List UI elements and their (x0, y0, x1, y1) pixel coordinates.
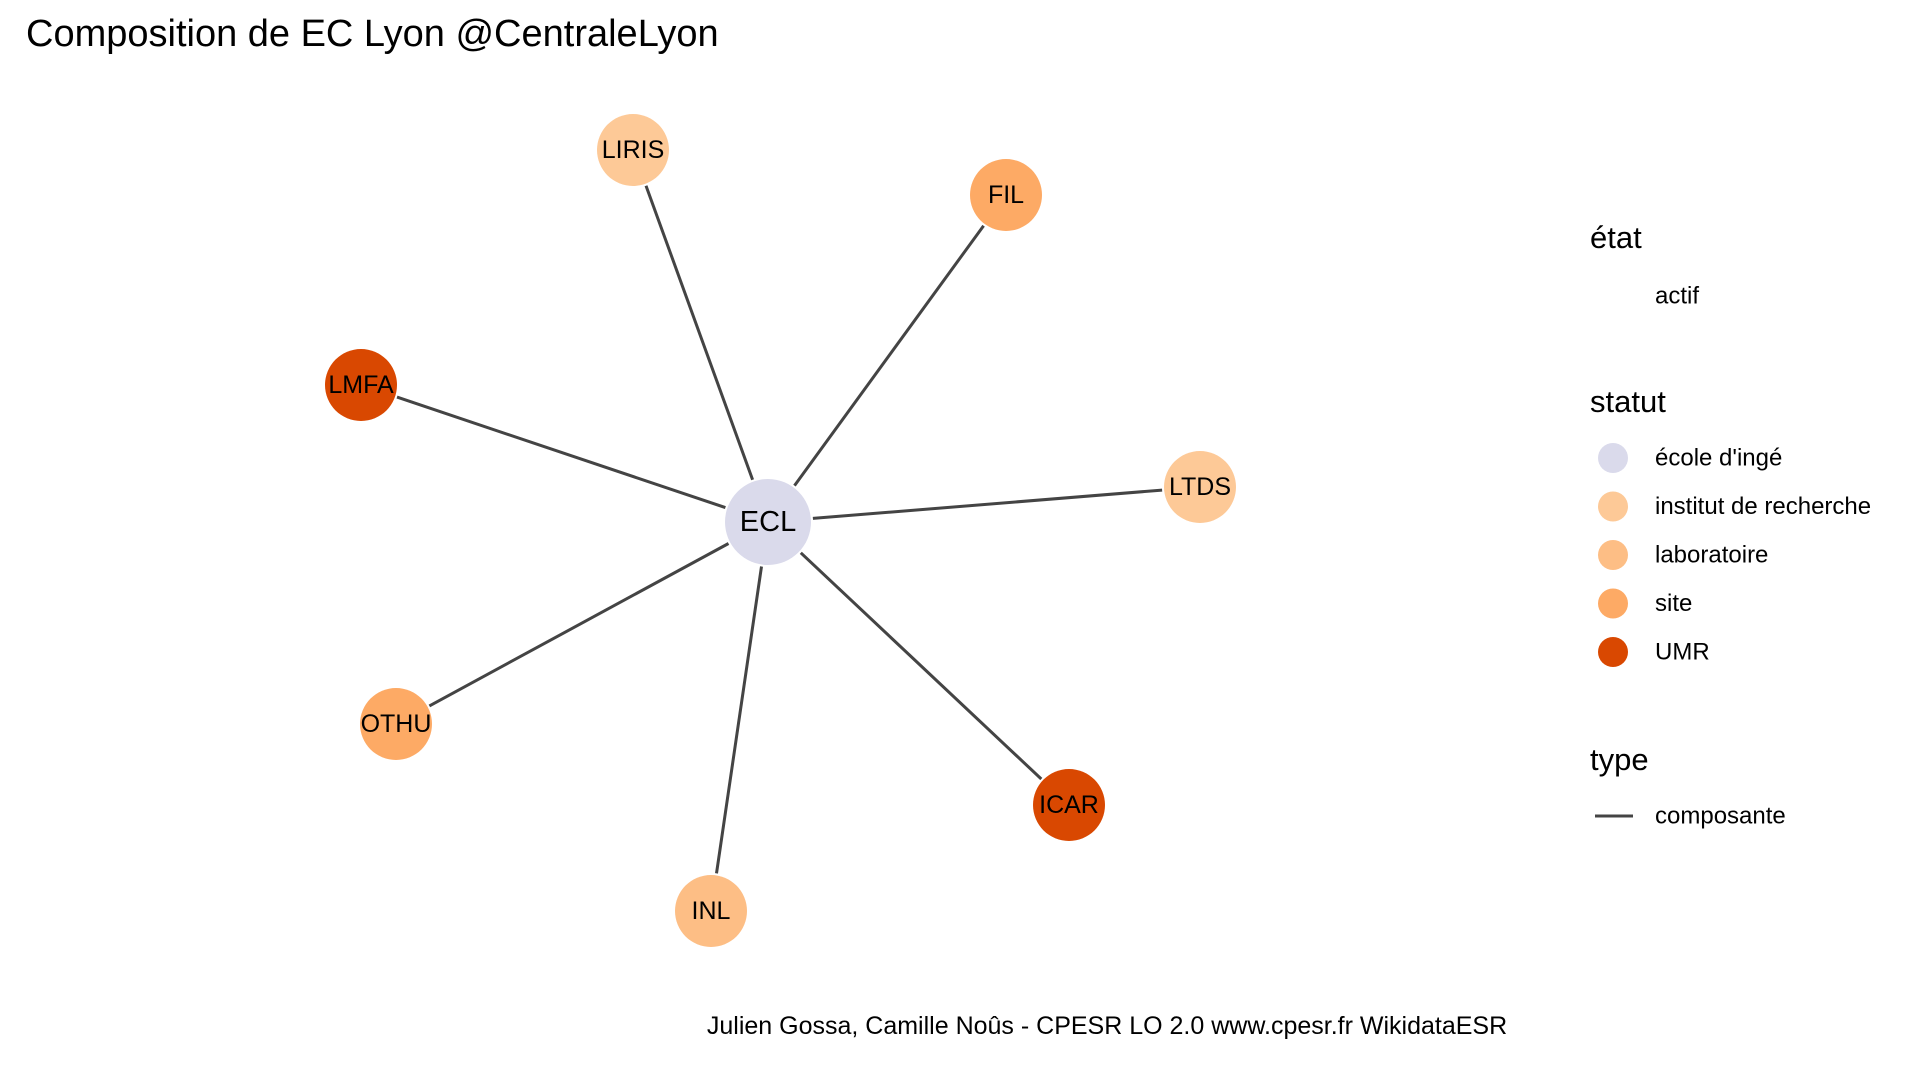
edge-ecl-icar (799, 551, 1043, 781)
node-ltds: LTDS (1164, 451, 1236, 523)
node-inl: INL (675, 875, 747, 947)
diagram-title: Composition de EC Lyon @CentraleLyon (26, 13, 719, 55)
legend-statut-swatch-site (1598, 588, 1628, 619)
node-ecl: ECL (725, 479, 811, 565)
legend-statut-swatch-institut-de-recherche (1598, 491, 1628, 522)
legend-statut-swatch--cole-d-ing- (1598, 443, 1628, 473)
node-circle-liris (597, 114, 669, 186)
caption: Julien Gossa, Camille Noûs - CPESR LO 2.… (707, 1012, 1507, 1040)
legend-statut-label-laboratoire: laboratoire (1655, 542, 1768, 569)
legend-etat: état actif (1590, 220, 1699, 310)
node-circle-ltds (1164, 451, 1236, 523)
node-label-ltds: LTDS (1169, 473, 1231, 501)
edge-ecl-ltds (812, 488, 1163, 520)
legend-statut-title: statut (1590, 384, 1666, 419)
node-label-lmfa: LMFA (328, 371, 394, 399)
node-lmfa: LMFA (325, 349, 397, 421)
node-label-icar: ICAR (1039, 791, 1099, 819)
node-label-othu: OTHU (361, 710, 432, 738)
node-circle-icar (1033, 769, 1105, 841)
legend-statut: statut école d'ingé institut de recherche… (1590, 384, 1871, 667)
node-circle-inl (675, 875, 747, 947)
legend-etat-title: état (1590, 220, 1642, 255)
node-othu: OTHU (360, 688, 432, 760)
node-label-liris: LIRIS (602, 136, 665, 164)
legend-statut-swatch-umr (1598, 637, 1628, 667)
node-circle-ecl (725, 479, 811, 565)
node-liris: LIRIS (597, 114, 669, 186)
legend-statut-label-umr: UMR (1655, 639, 1710, 666)
node-label-inl: INL (692, 897, 731, 925)
node-circle-fil (970, 159, 1042, 231)
node-fil: FIL (970, 159, 1042, 231)
node-label-fil: FIL (988, 181, 1024, 209)
node-circle-lmfa (325, 349, 397, 421)
edge-ecl-othu (428, 542, 730, 708)
nodes-layer: ECL LIRIS FIL LMFA LTDS OTHU ICAR INL (325, 114, 1236, 947)
node-icar: ICAR (1033, 769, 1105, 841)
node-circle-othu (360, 688, 432, 760)
legend-statut-swatch-laboratoire (1598, 540, 1628, 570)
edge-ecl-fil (793, 224, 985, 487)
legend-type-title: type (1590, 742, 1649, 777)
legend-type-item: composante (1655, 803, 1786, 830)
legend-etat-item: actif (1655, 283, 1699, 310)
edge-ecl-lmfa (396, 395, 726, 510)
edge-ecl-inl (715, 566, 763, 874)
edges-layer (396, 185, 1163, 874)
node-label-ecl: ECL (740, 506, 796, 538)
legend-statut-label-site: site (1655, 590, 1692, 617)
edge-ecl-liris (644, 185, 755, 481)
legend-type: type composante (1590, 742, 1786, 830)
legend-statut-label-institut-de-recherche: institut de recherche (1655, 493, 1871, 520)
legend-statut-label--cole-d-ing-: école d'ingé (1655, 445, 1782, 472)
